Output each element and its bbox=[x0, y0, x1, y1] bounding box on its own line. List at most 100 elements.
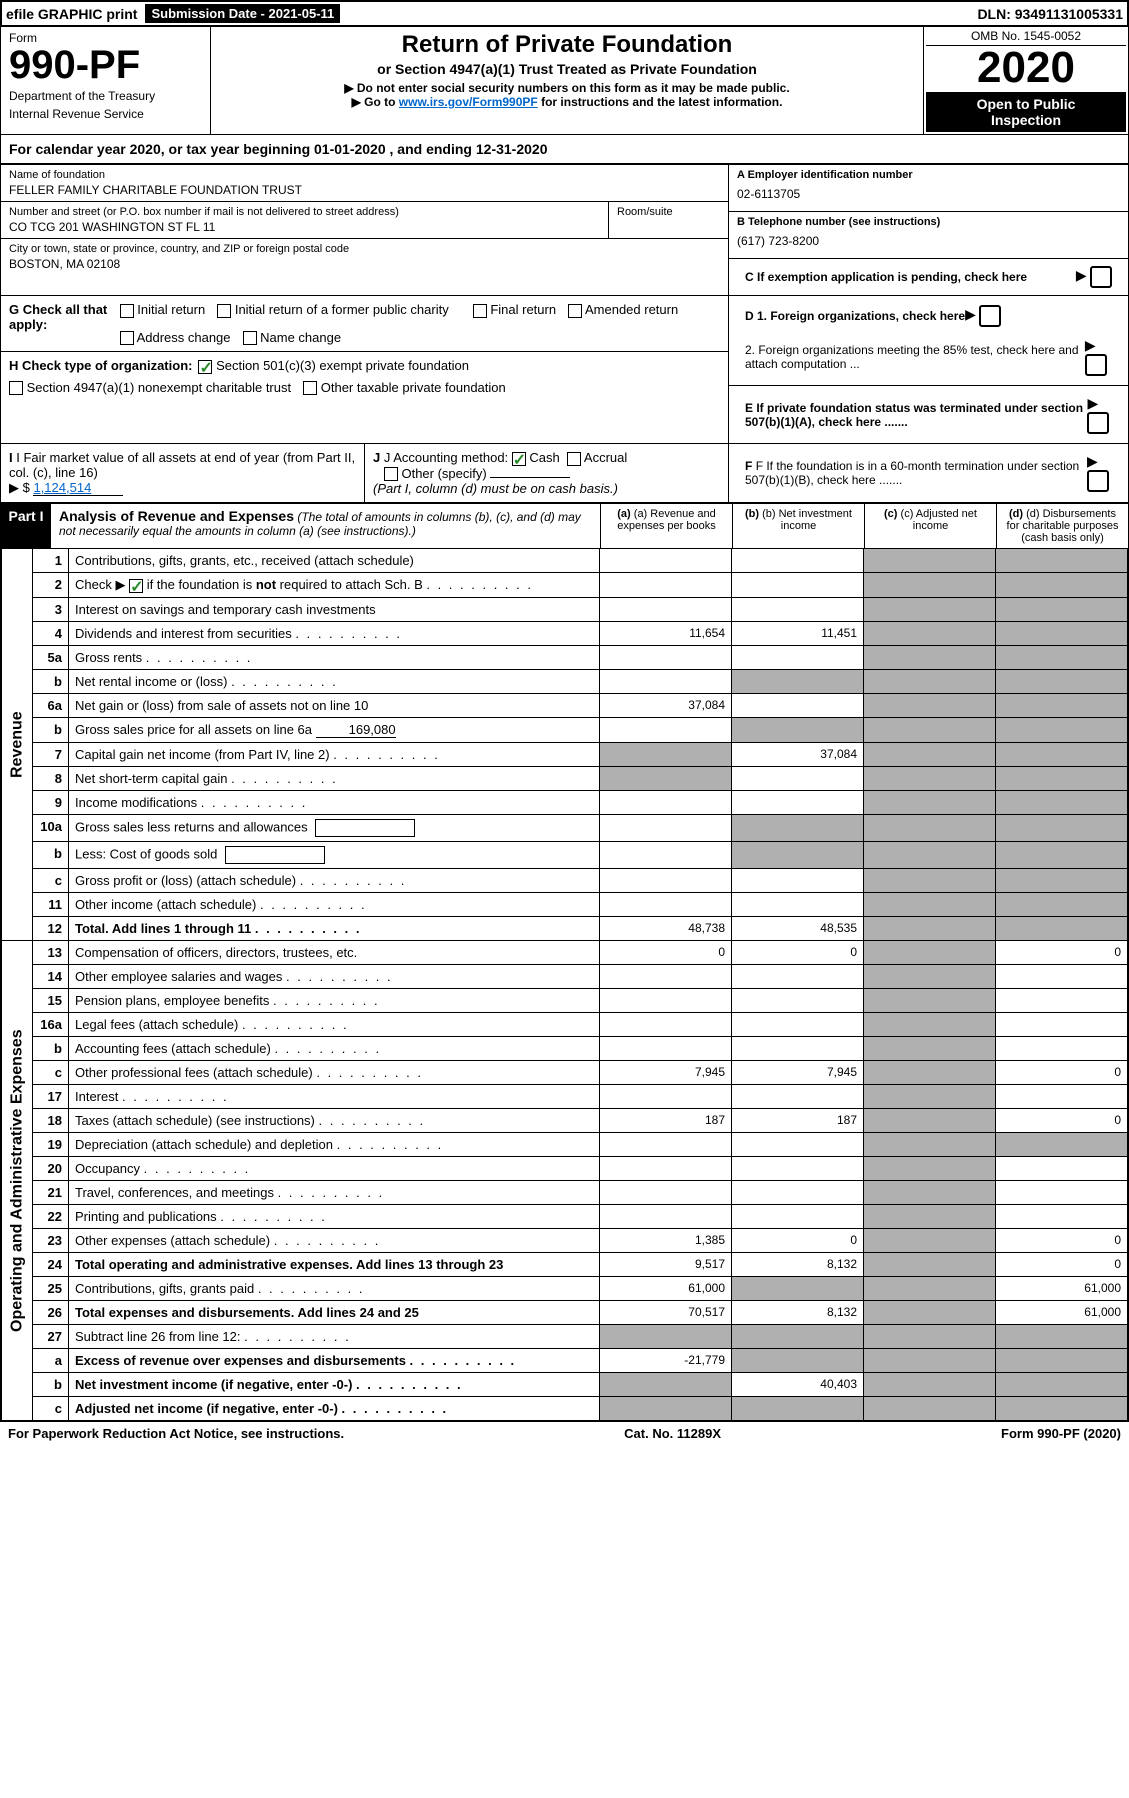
line-number: 19 bbox=[33, 1133, 69, 1157]
amount-cell bbox=[732, 1181, 864, 1205]
phone-value: (617) 723-8200 bbox=[737, 228, 1120, 254]
amount-cell bbox=[864, 767, 996, 791]
dln: DLN: 93491131005331 bbox=[977, 6, 1123, 22]
d2-checkbox[interactable] bbox=[1085, 354, 1107, 376]
line-number: 23 bbox=[33, 1229, 69, 1253]
h-other-taxable[interactable] bbox=[303, 381, 317, 395]
d1-checkbox[interactable] bbox=[979, 305, 1001, 327]
amount-cell bbox=[996, 842, 1128, 869]
section-h: H Check type of organization: Section 50… bbox=[1, 351, 728, 380]
amount-cell: 0 bbox=[996, 1061, 1128, 1085]
foundation-name: FELLER FAMILY CHARITABLE FOUNDATION TRUS… bbox=[9, 181, 720, 197]
amount-cell: 70,517 bbox=[600, 1301, 732, 1325]
line-description: Compensation of officers, directors, tru… bbox=[69, 941, 600, 965]
amount-cell bbox=[996, 893, 1128, 917]
table-row: 3Interest on savings and temporary cash … bbox=[2, 598, 1128, 622]
amount-cell bbox=[600, 1205, 732, 1229]
g-amended-return[interactable] bbox=[568, 304, 582, 318]
g-initial-former[interactable] bbox=[217, 304, 231, 318]
line-description: Net rental income or (loss) bbox=[69, 670, 600, 694]
amount-cell bbox=[996, 1325, 1128, 1349]
street-address: CO TCG 201 WASHINGTON ST FL 11 bbox=[9, 218, 600, 234]
footer-left: For Paperwork Reduction Act Notice, see … bbox=[8, 1426, 344, 1441]
amount-cell bbox=[732, 1157, 864, 1181]
form-number: 990-PF bbox=[9, 45, 202, 85]
amount-cell bbox=[600, 893, 732, 917]
g-initial-return[interactable] bbox=[120, 304, 134, 318]
g-final-return[interactable] bbox=[473, 304, 487, 318]
note-ssn: ▶ Do not enter social security numbers o… bbox=[219, 81, 915, 95]
amount-cell bbox=[732, 646, 864, 670]
j-other[interactable] bbox=[384, 467, 398, 481]
line-description: Printing and publications bbox=[69, 1205, 600, 1229]
line-description: Total expenses and disbursements. Add li… bbox=[69, 1301, 600, 1325]
amount-cell bbox=[864, 1061, 996, 1085]
amount-cell bbox=[996, 1133, 1128, 1157]
line-number: 16a bbox=[33, 1013, 69, 1037]
line-number: 18 bbox=[33, 1109, 69, 1133]
line-number: c bbox=[33, 1061, 69, 1085]
header-right: OMB No. 1545-0052 2020 Open to Public In… bbox=[923, 27, 1128, 134]
amount-cell bbox=[864, 989, 996, 1013]
amount-cell bbox=[600, 815, 732, 842]
line-description: Net investment income (if negative, ente… bbox=[69, 1373, 600, 1397]
line-number: 27 bbox=[33, 1325, 69, 1349]
amount-cell: 1,385 bbox=[600, 1229, 732, 1253]
amount-cell bbox=[600, 743, 732, 767]
note-link-line: ▶ Go to www.irs.gov/Form990PF for instru… bbox=[219, 95, 915, 109]
amount-cell bbox=[864, 670, 996, 694]
amount-cell bbox=[732, 767, 864, 791]
irs-link[interactable]: www.irs.gov/Form990PF bbox=[399, 95, 538, 109]
amount-cell bbox=[864, 893, 996, 917]
h-501c3[interactable] bbox=[198, 360, 212, 374]
table-row: cAdjusted net income (if negative, enter… bbox=[2, 1397, 1128, 1421]
line-number: 8 bbox=[33, 767, 69, 791]
f-checkbox[interactable] bbox=[1087, 470, 1109, 492]
j-cash[interactable] bbox=[512, 452, 526, 466]
table-row: 5aGross rents bbox=[2, 646, 1128, 670]
line-description: Contributions, gifts, grants, etc., rece… bbox=[69, 549, 600, 573]
line-description: Interest bbox=[69, 1085, 600, 1109]
amount-cell: 0 bbox=[996, 941, 1128, 965]
line-description: Taxes (attach schedule) (see instruction… bbox=[69, 1109, 600, 1133]
line-number: 21 bbox=[33, 1181, 69, 1205]
efile-label[interactable]: efile GRAPHIC print bbox=[6, 6, 137, 22]
table-row: 23Other expenses (attach schedule) 1,385… bbox=[2, 1229, 1128, 1253]
fmv-value[interactable]: 1,124,514 bbox=[33, 480, 123, 496]
section-ijf: I I Fair market value of all assets at e… bbox=[1, 443, 1128, 502]
tax-year: 2020 bbox=[926, 46, 1126, 90]
line-description: Capital gain net income (from Part IV, l… bbox=[69, 743, 600, 767]
table-row: 21Travel, conferences, and meetings bbox=[2, 1181, 1128, 1205]
g-address-change[interactable] bbox=[120, 331, 134, 345]
e-checkbox[interactable] bbox=[1087, 412, 1109, 434]
table-row: 11Other income (attach schedule) bbox=[2, 893, 1128, 917]
amount-cell bbox=[600, 965, 732, 989]
amount-cell bbox=[600, 1133, 732, 1157]
table-row: 6aNet gain or (loss) from sale of assets… bbox=[2, 694, 1128, 718]
j-other-input[interactable] bbox=[490, 477, 570, 478]
line-number: 4 bbox=[33, 622, 69, 646]
form-header: Form 990-PF Department of the Treasury I… bbox=[0, 27, 1129, 135]
footer-right: Form 990-PF (2020) bbox=[1001, 1426, 1121, 1441]
line-description: Pension plans, employee benefits bbox=[69, 989, 600, 1013]
line-number: b bbox=[33, 670, 69, 694]
phone-cell: B Telephone number (see instructions) (6… bbox=[728, 211, 1128, 258]
c-checkbox[interactable] bbox=[1090, 266, 1112, 288]
amount-cell bbox=[864, 743, 996, 767]
col-a-head: (a) (a) Revenue and expenses per books bbox=[600, 504, 732, 548]
amount-cell bbox=[864, 1181, 996, 1205]
amount-cell bbox=[732, 1277, 864, 1301]
line-number: 22 bbox=[33, 1205, 69, 1229]
amount-cell bbox=[996, 1373, 1128, 1397]
schb-checkbox[interactable] bbox=[129, 579, 143, 593]
g-name-change[interactable] bbox=[243, 331, 257, 345]
line-number: 5a bbox=[33, 646, 69, 670]
j-accrual[interactable] bbox=[567, 452, 581, 466]
ein-value: 02-6113705 bbox=[737, 181, 1120, 207]
line-description: Contributions, gifts, grants paid bbox=[69, 1277, 600, 1301]
amount-cell bbox=[732, 549, 864, 573]
form-subtitle: or Section 4947(a)(1) Trust Treated as P… bbox=[219, 61, 915, 77]
table-row: 7Capital gain net income (from Part IV, … bbox=[2, 743, 1128, 767]
amount-cell bbox=[996, 718, 1128, 743]
h-4947[interactable] bbox=[9, 381, 23, 395]
